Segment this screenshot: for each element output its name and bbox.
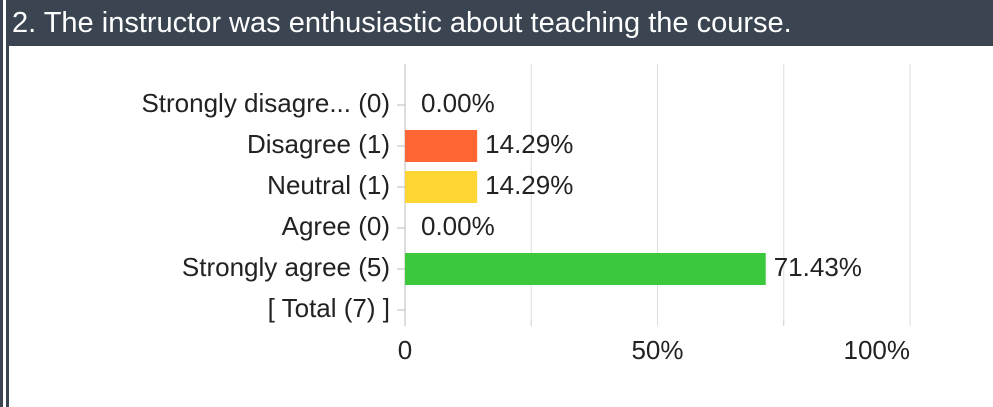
data-label: 0.00% [421,88,495,118]
x-tick-label: 0 [398,335,412,365]
data-label: 71.43% [774,252,862,282]
y-tick-label: Disagree (1) [247,129,390,159]
y-tick-label: Neutral (1) [267,170,390,200]
data-label: 14.29% [485,129,573,159]
y-tick-label: [ Total (7) ] [268,293,390,323]
border [6,0,9,407]
data-label: 0.00% [421,211,495,241]
bar [405,253,766,285]
x-tick-label: 100% [844,335,911,365]
y-tick-label: Agree (0) [282,211,390,241]
y-tick-label: Strongly agree (5) [182,252,390,282]
data-label: 14.29% [485,170,573,200]
y-tick-label: Strongly disagre... (0) [141,88,390,118]
bar [405,171,478,203]
question-title: 2. The instructor was enthusiastic about… [8,0,993,46]
bar [405,130,478,162]
x-tick-label: 50% [631,335,683,365]
border [0,0,3,407]
